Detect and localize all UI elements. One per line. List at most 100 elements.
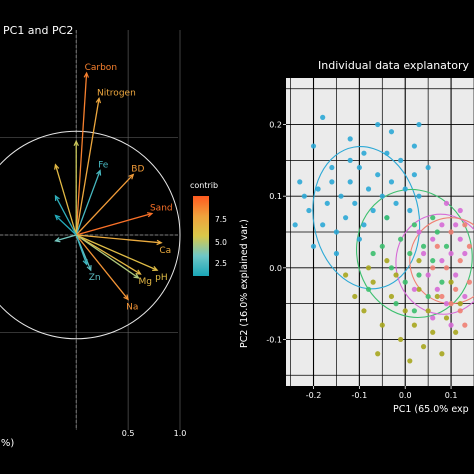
individual-point xyxy=(430,215,436,221)
individual-point xyxy=(434,293,440,300)
individual-point xyxy=(338,193,344,199)
individual-point xyxy=(457,258,463,264)
individual-point xyxy=(443,243,450,249)
individual-point xyxy=(407,250,413,257)
individual-point xyxy=(425,164,431,171)
variable-label: BD xyxy=(131,164,144,174)
individual-point xyxy=(356,236,362,242)
individual-point xyxy=(430,236,436,242)
right-y-ticks: 0.2 0.1 0.0 -0.1 xyxy=(266,121,286,344)
individual-point xyxy=(343,215,349,221)
individual-point xyxy=(352,200,358,206)
individual-point xyxy=(448,250,454,257)
individual-point xyxy=(411,222,417,228)
individual-point xyxy=(361,222,367,228)
variable-label: Sand xyxy=(150,204,173,214)
variable-arrowhead xyxy=(146,212,154,218)
individual-point xyxy=(370,279,376,285)
individual-point xyxy=(333,250,340,257)
individual-point xyxy=(411,172,417,178)
individual-point xyxy=(361,150,367,156)
individual-point xyxy=(457,207,463,214)
individual-point xyxy=(434,243,440,249)
individual-point xyxy=(430,315,436,321)
variable-arrowhead xyxy=(86,265,92,272)
right-y-axis-label: PC2 (16.0% explained var.) xyxy=(239,219,250,348)
individual-point xyxy=(388,265,395,271)
legend-tick-label: 7.5 xyxy=(215,215,227,224)
group-ellipse xyxy=(395,213,474,315)
individual-point xyxy=(411,322,417,328)
legend-color-bar xyxy=(193,196,209,276)
variable-arrowhead xyxy=(83,71,90,78)
left-x-ticks: 0.5 1.0 xyxy=(122,429,187,438)
variable-arrowhead xyxy=(123,294,129,301)
variable-arrow xyxy=(75,72,88,236)
variable-arrowhead xyxy=(54,214,61,221)
individual-point xyxy=(466,243,473,249)
individual-point xyxy=(457,308,463,314)
individual-point xyxy=(416,286,422,292)
correlation-circle xyxy=(0,130,181,340)
left-x-axis-label: (%) xyxy=(0,438,14,449)
variable-label: Carbon xyxy=(85,63,117,73)
individual-point xyxy=(439,258,445,264)
individual-point xyxy=(420,243,427,249)
individual-point xyxy=(388,293,395,300)
legend-ticks: 7.5 5.0 2.5 xyxy=(215,215,227,268)
right-x-tick-label: -0.2 xyxy=(306,391,322,400)
variable-arrowhead xyxy=(54,194,60,201)
individual-point xyxy=(462,222,468,228)
right-x-ticks: -0.2 -0.1 0.0 0.1 xyxy=(306,386,457,400)
right-x-tick-label: -0.1 xyxy=(352,391,368,400)
individual-point xyxy=(448,301,454,307)
individual-point xyxy=(384,258,390,264)
individual-point xyxy=(375,351,381,357)
individual-point xyxy=(393,200,399,206)
variable-arrowhead xyxy=(54,237,61,243)
individual-point xyxy=(425,272,431,278)
individual-point xyxy=(375,121,381,128)
individual-point xyxy=(462,250,468,257)
right-x-tick-label: 0.0 xyxy=(399,391,412,400)
variable-arrow xyxy=(75,234,88,265)
variable-arrow xyxy=(75,234,141,275)
individual-point xyxy=(420,250,427,257)
individual-point xyxy=(453,329,459,335)
individual-point xyxy=(384,150,390,156)
variable-arrow xyxy=(75,170,101,236)
variable-label: Nitrogen xyxy=(97,88,136,98)
individual-point xyxy=(462,322,468,328)
left-grid xyxy=(0,30,181,430)
individual-point xyxy=(443,301,450,307)
individual-point xyxy=(365,186,372,192)
individual-point xyxy=(388,179,395,185)
right-y-tick-label: 0.2 xyxy=(269,121,282,130)
individual-point xyxy=(407,358,413,364)
individual-point xyxy=(329,179,335,185)
individual-point xyxy=(439,222,445,228)
individual-point xyxy=(297,179,303,185)
right-chart-title: Individual data explanatory xyxy=(318,59,469,72)
individual-point xyxy=(375,172,381,178)
individual-point xyxy=(420,344,427,350)
individual-point xyxy=(402,186,408,192)
individual-point xyxy=(329,164,335,171)
individual-point xyxy=(402,279,408,285)
individual-point xyxy=(434,229,440,235)
variable-correlation-panel: PC1 and PC2 Carbon Nitrogen Fe BD Sand Ca pHMg… xyxy=(0,24,186,449)
individual-point xyxy=(393,272,399,278)
individual-point xyxy=(457,301,463,307)
individual-point xyxy=(379,243,385,249)
variable-arrow xyxy=(75,234,129,300)
legend-title: contrib xyxy=(190,181,218,190)
individual-point xyxy=(416,121,422,128)
variable-arrowhead xyxy=(95,96,102,104)
variable-arrow xyxy=(75,98,100,236)
individual-point xyxy=(443,200,450,206)
variable-arrow xyxy=(75,234,139,279)
individual-point xyxy=(352,293,358,300)
